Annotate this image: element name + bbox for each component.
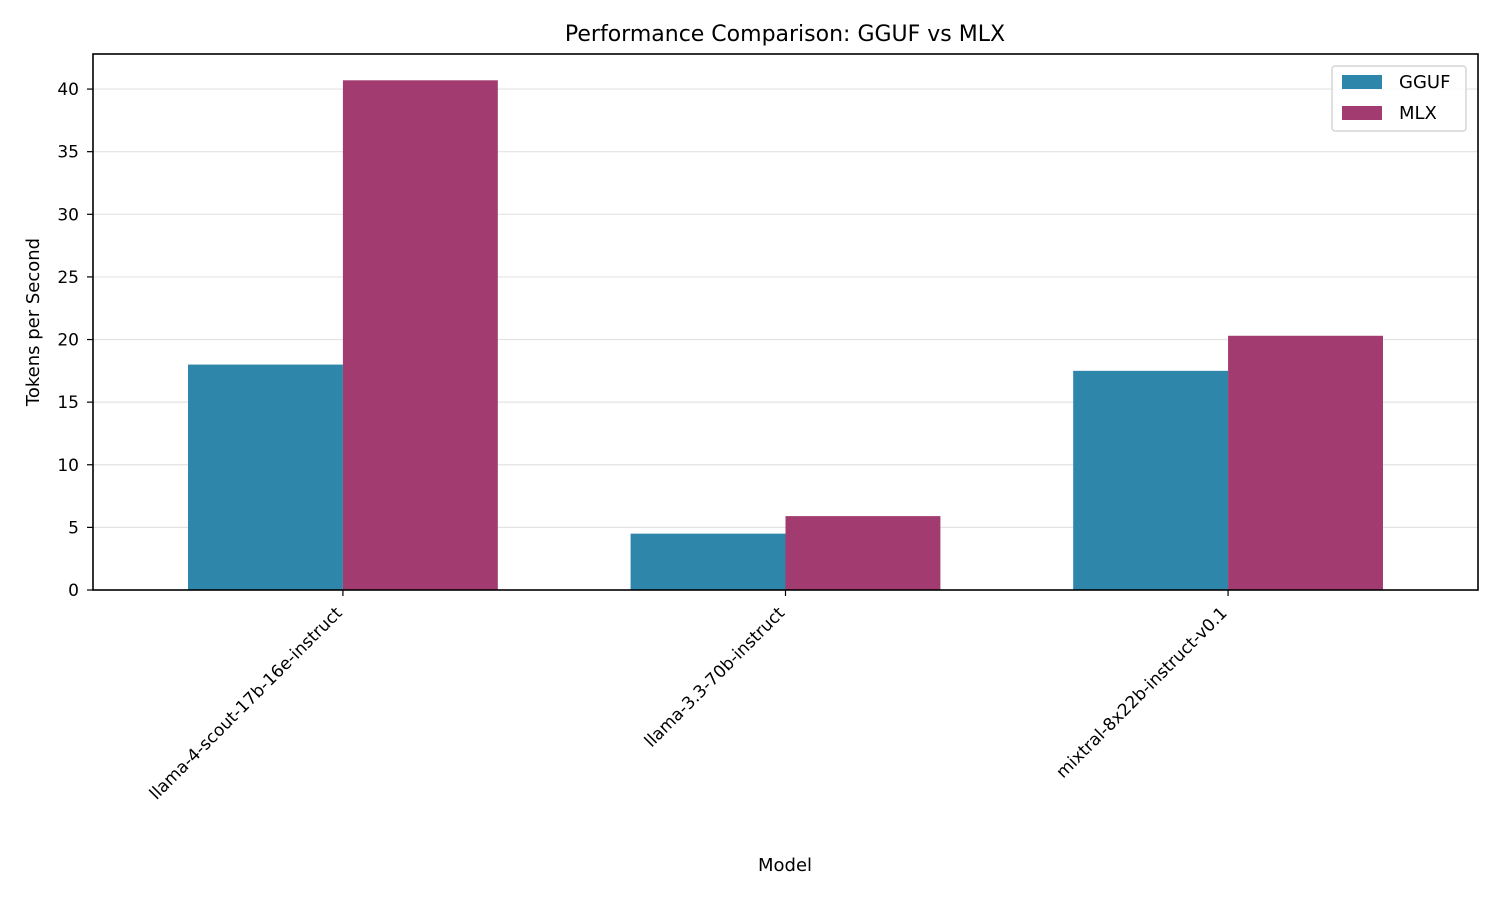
bar-mlx-2	[1228, 335, 1383, 590]
chart-title: Performance Comparison: GGUF vs MLX	[565, 22, 1005, 47]
legend-label-gguf: GGUF	[1399, 72, 1450, 93]
y-tick-label: 20	[57, 331, 79, 351]
bar-gguf-2	[1073, 370, 1229, 590]
bar-gguf-1	[630, 533, 786, 590]
y-tick-label: 0	[68, 581, 79, 601]
x-axis-label: Model	[758, 855, 812, 876]
x-tick-label: llama-4-scout-17b-16e-instruct	[146, 603, 347, 804]
legend-swatch-mlx	[1342, 106, 1382, 120]
y-tick-label: 35	[57, 143, 79, 163]
bar-mlx-1	[785, 516, 941, 590]
x-tick-label: llama-3.3-70b-instruct	[641, 603, 789, 751]
legend-label-mlx: MLX	[1399, 103, 1437, 124]
y-tick-label: 5	[68, 518, 79, 538]
y-axis-label: Tokens per Second	[23, 238, 44, 407]
y-tick-label: 15	[57, 393, 79, 413]
y-axis-ticks: 0 5 10 15 20 25 30 35 40	[57, 80, 93, 601]
bar-mlx-0	[342, 80, 498, 590]
bars	[188, 80, 1383, 590]
bar-gguf-0	[188, 364, 343, 590]
y-tick-label: 25	[57, 268, 79, 288]
x-tick-label: mixtral-8x22b-instruct-v0.1	[1053, 603, 1232, 782]
y-tick-label: 10	[57, 456, 79, 476]
x-axis-ticks: llama-4-scout-17b-16e-instruct llama-3.3-…	[146, 590, 1232, 804]
legend-swatch-gguf	[1342, 75, 1382, 89]
y-tick-label: 40	[57, 80, 79, 100]
legend: GGUF MLX	[1331, 65, 1467, 132]
y-tick-label: 30	[57, 205, 79, 225]
